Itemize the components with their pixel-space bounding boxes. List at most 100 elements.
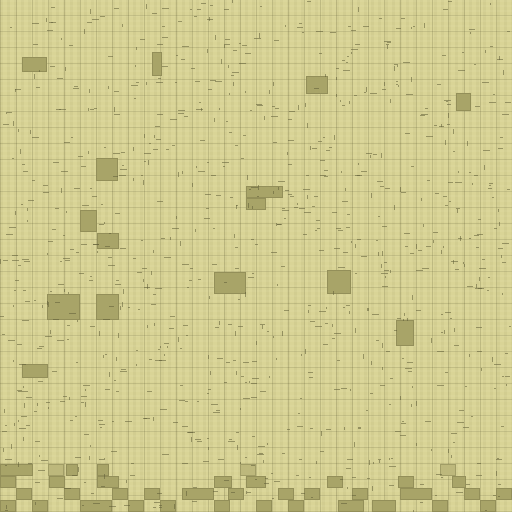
texture-speck [154,135,155,138]
texture-speck [196,109,203,110]
texture-speck [309,477,311,478]
texture-speck [93,244,99,245]
tile-block [327,270,351,294]
texture-speck [243,362,249,363]
tile-block-light [440,464,456,476]
texture-speck [162,37,168,38]
texture-speck [490,46,493,47]
texture-speck [401,423,406,424]
texture-speck [65,260,70,261]
texture-speck [310,428,313,429]
texture-speck [462,52,464,53]
texture-speck [297,203,298,205]
tile-block [97,476,119,488]
texture-speck [208,355,209,359]
texture-speck [382,367,383,370]
texture-speck [477,463,481,464]
texture-speck [155,288,162,289]
texture-speck [282,453,285,454]
texture-speck [43,192,49,193]
texture-speck [394,205,395,210]
tile-block [432,500,448,512]
texture-speck [20,149,21,154]
texture-speck [90,276,92,277]
texture-speck [288,164,292,165]
texture-speck [82,205,89,206]
texture-speck [260,6,262,7]
texture-speck [56,109,61,110]
texture-speck [153,417,154,421]
tile-block [22,364,48,378]
texture-speck [258,185,259,190]
texture-speck [79,273,84,274]
texture-speck [232,0,233,3]
texture-speck [38,470,45,471]
texture-speck [259,453,263,454]
texture-speck [69,397,70,400]
texture-speck [252,206,253,209]
texture-speck [70,249,74,250]
texture-speck [256,104,262,105]
texture-speck [116,357,117,361]
texture-speck [308,305,311,306]
texture-speck [398,85,399,87]
texture-speck [342,60,345,61]
texture-speck [431,338,432,343]
texture-speck [201,3,206,4]
texture-speck [453,442,455,443]
texture-speck [90,445,91,447]
texture-speck [170,237,171,240]
texture-speck [437,385,444,386]
texture-speck [435,193,439,194]
texture-speck [105,389,110,390]
texture-speck [324,170,328,171]
texture-speck [334,389,340,390]
texture-speck [479,277,480,281]
texture-speck [15,211,16,215]
texture-speck [180,241,181,246]
texture-speck [154,502,160,503]
texture-speck [474,235,479,236]
texture-speck [155,360,162,361]
texture-speck [137,272,142,273]
texture-speck [401,192,406,193]
texture-speck [297,426,303,427]
tile-block [496,488,512,500]
texture-speck [476,284,477,288]
texture-speck [288,194,292,195]
texture-speck [69,45,73,46]
texture-speck [152,13,157,14]
texture-speck [114,8,119,9]
texture-speck [305,349,306,354]
texture-speck [448,1,452,2]
texture-speck [109,506,116,507]
texture-speck [90,9,91,14]
texture-speck [235,247,238,248]
texture-speck [112,421,114,422]
texture-speck [228,441,235,442]
texture-speck [81,402,84,403]
texture-speck [81,166,86,167]
texture-speck [281,266,285,267]
texture-speck [200,140,205,141]
texture-speck [246,491,247,494]
texture-speck [203,461,209,462]
texture-speck [226,362,230,363]
tile-block [396,320,414,346]
texture-speck [162,26,165,27]
texture-speck [27,208,28,211]
texture-speck [274,481,280,482]
texture-speck [276,223,277,226]
texture-speck [394,64,397,65]
texture-speck [277,224,282,225]
texture-speck [405,246,408,247]
texture-speck [307,123,308,128]
texture-speck [24,403,25,408]
texture-speck [245,53,251,54]
texture-speck [74,86,78,87]
texture-speck [298,413,300,414]
texture-speck [10,27,12,28]
texture-speck [412,295,413,300]
texture-speck [387,45,388,49]
